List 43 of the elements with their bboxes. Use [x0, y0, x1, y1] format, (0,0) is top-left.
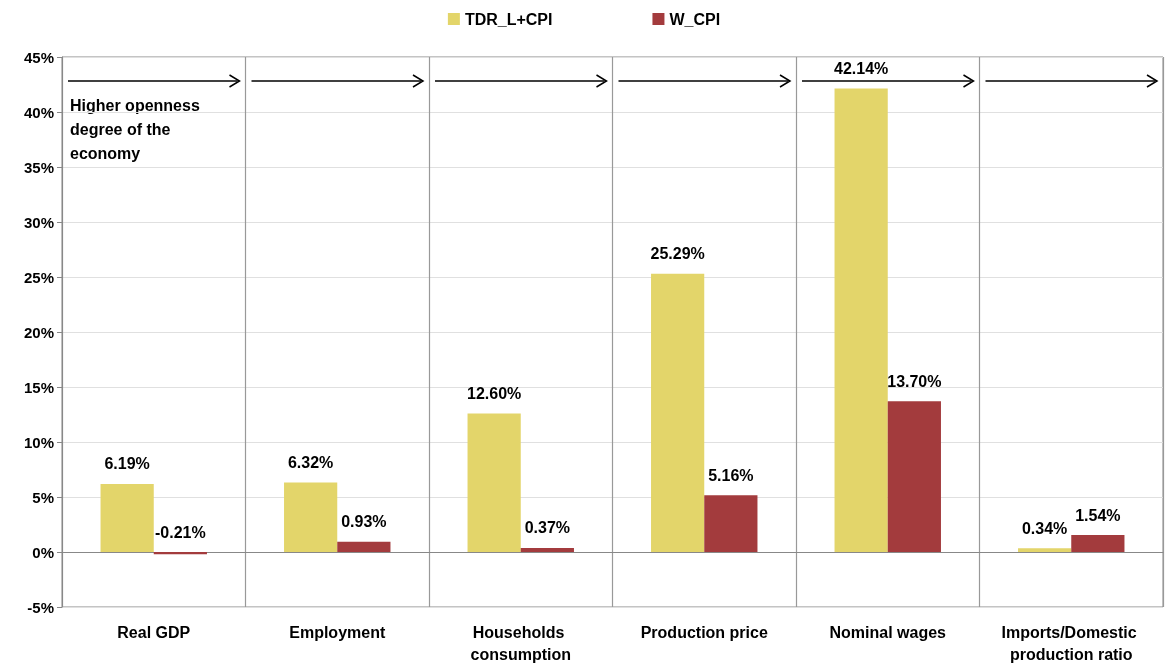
y-tick-label: 20% [23, 323, 54, 341]
x-tick-label: Households consumption [470, 623, 571, 663]
y-tick-label: 30% [23, 213, 54, 231]
y-tick-label: 5% [32, 488, 54, 506]
bar [834, 88, 888, 552]
x-tick-label: Imports/Domestic production ratio [1001, 623, 1142, 663]
data-label: 12.60% [467, 384, 522, 402]
bar [704, 495, 758, 552]
x-tick-label: Employment [289, 623, 386, 641]
bar [520, 547, 574, 552]
bar [100, 483, 154, 552]
legend-label: W_CPI [669, 10, 721, 28]
y-tick-label: 25% [23, 268, 54, 286]
data-label: 5.16% [708, 466, 754, 484]
bar [651, 273, 705, 552]
data-label: 6.32% [287, 453, 334, 471]
bar [284, 482, 338, 552]
y-tick-label: 35% [23, 158, 54, 176]
annotation: Higher openness degree of the economy [70, 96, 205, 162]
bar [1018, 548, 1072, 552]
x-tick-label: Production price [640, 623, 768, 641]
y-tick-label: 10% [23, 433, 54, 451]
data-label: 0.34% [1021, 519, 1068, 537]
data-label: 25.29% [650, 245, 705, 263]
x-tick-label: Real GDP [117, 623, 191, 641]
data-label: 42.14% [834, 59, 889, 77]
y-tick-label: 15% [23, 378, 54, 396]
y-tick-label: -5% [27, 598, 54, 616]
y-tick-label: 45% [23, 48, 54, 66]
data-label: 13.70% [887, 372, 942, 390]
legend-label: TDR_L+CPI [464, 10, 553, 28]
bar [887, 401, 941, 552]
bar [337, 541, 391, 552]
y-tick-label: 40% [23, 103, 54, 121]
y-tick-label: 0% [32, 543, 54, 561]
bar [467, 413, 521, 552]
data-label: -0.21% [155, 523, 206, 541]
data-label: 6.19% [104, 455, 150, 473]
data-label: 0.93% [341, 513, 387, 531]
data-label: 0.37% [524, 519, 571, 537]
data-label: 1.54% [1075, 506, 1121, 524]
bar [1071, 535, 1125, 552]
x-tick-label: Nominal wages [829, 623, 947, 641]
